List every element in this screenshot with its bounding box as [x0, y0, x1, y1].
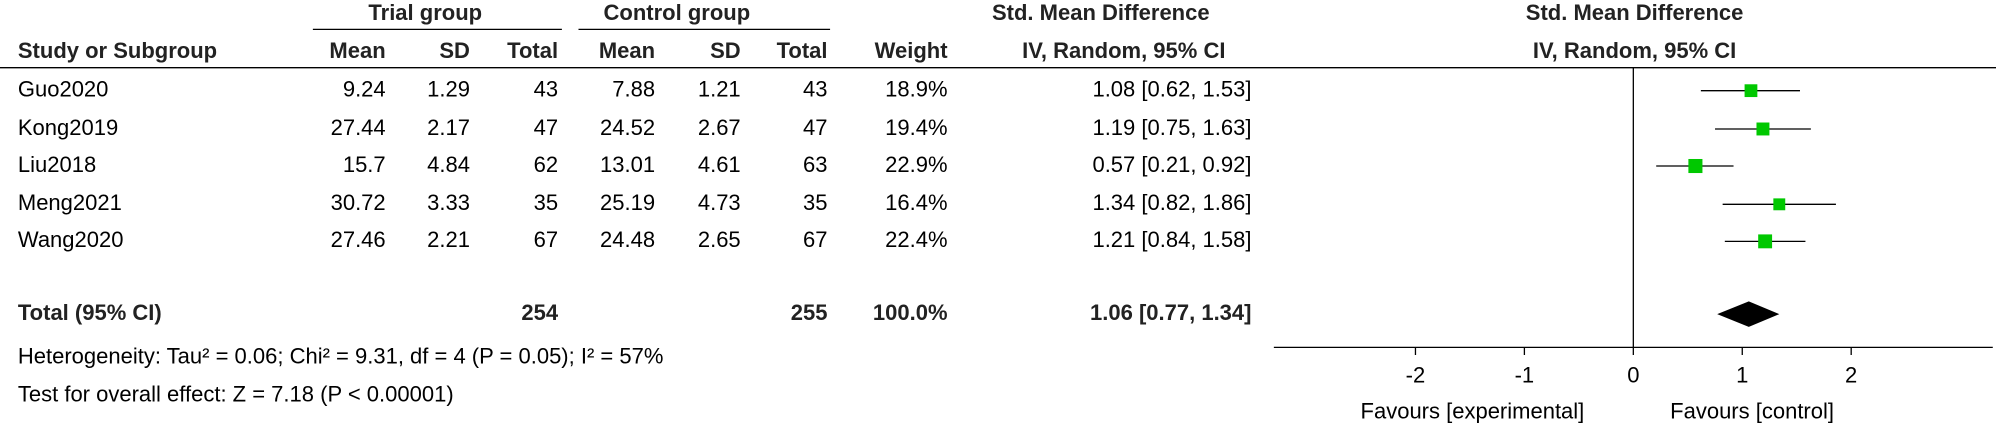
column-header: SD [710, 38, 741, 63]
weight-label: 16.4% [885, 190, 947, 215]
effect-square [1744, 84, 1758, 98]
study-name: Liu2018 [18, 152, 96, 177]
table-cell: 63 [803, 152, 827, 177]
table-cell: 13.01 [600, 152, 655, 177]
study-name: Wang2020 [18, 227, 124, 252]
weight-label: 18.9% [885, 76, 947, 101]
table-cell: 2.65 [698, 227, 741, 252]
column-header: Study or Subgroup [18, 38, 217, 63]
table-cell: 27.46 [331, 227, 386, 252]
table-cell: 62 [534, 152, 558, 177]
table-cell: 24.48 [600, 227, 655, 252]
ci-label: 1.08 [0.62, 1.53] [1092, 76, 1251, 101]
ci-label: 1.19 [0.75, 1.63] [1092, 115, 1251, 140]
x-tick-label: -1 [1515, 363, 1535, 388]
effect-title: Std. Mean Difference [992, 0, 1210, 25]
table-cell: 35 [534, 190, 558, 215]
total-diamond [1717, 301, 1780, 327]
table-cell: 1.29 [427, 76, 470, 101]
table-cell: 24.52 [600, 115, 655, 140]
favours-label: Favours [control] [1670, 398, 1834, 423]
plot-title: Std. Mean Difference [1526, 0, 1744, 25]
table-cell: 35 [803, 190, 827, 215]
table-cell: 67 [534, 227, 558, 252]
x-tick-label: 0 [1627, 363, 1639, 388]
column-header: Weight [875, 38, 949, 63]
study-name: Meng2021 [18, 190, 122, 215]
table-cell: 27.44 [331, 115, 386, 140]
weight-label: 19.4% [885, 115, 947, 140]
table-cell: 30.72 [331, 190, 386, 215]
total-weight: 100.0% [873, 300, 948, 325]
total-cell: 255 [791, 300, 828, 325]
table-cell: 4.73 [698, 190, 741, 215]
table-cell: 2.21 [427, 227, 470, 252]
favours-label: Favours [experimental] [1361, 398, 1585, 423]
column-header: SD [439, 38, 470, 63]
plot-subtitle: IV, Random, 95% CI [1533, 38, 1736, 63]
table-cell: 9.24 [343, 76, 386, 101]
study-name: Kong2019 [18, 115, 118, 140]
table-cell: 7.88 [612, 76, 655, 101]
column-header: Mean [329, 38, 385, 63]
table-cell: 25.19 [600, 190, 655, 215]
table-cell: 2.67 [698, 115, 741, 140]
table-cell: 4.61 [698, 152, 741, 177]
table-cell: 67 [803, 227, 827, 252]
effect-square [1756, 122, 1770, 136]
table-cell: 4.84 [427, 152, 470, 177]
x-tick-label: 2 [1845, 363, 1857, 388]
table-cell: 3.33 [427, 190, 470, 215]
x-tick-label: -2 [1406, 363, 1426, 388]
weight-label: 22.4% [885, 227, 947, 252]
table-cell: 43 [803, 76, 827, 101]
effect-subtitle: IV, Random, 95% CI [1022, 38, 1225, 63]
total-label: Total (95% CI) [18, 300, 162, 325]
table-cell: 2.17 [427, 115, 470, 140]
total-cell: 254 [521, 300, 558, 325]
heterogeneity: Heterogeneity: Tau² = 0.06; Chi² = 9.31,… [18, 343, 664, 368]
effect-square [1773, 198, 1786, 211]
effect-square [1688, 158, 1703, 174]
ci-label: 1.21 [0.84, 1.58] [1092, 227, 1251, 252]
group-label: Control group [604, 0, 751, 25]
column-header: Total [777, 38, 828, 63]
table-cell: 47 [534, 115, 558, 140]
x-tick-label: 1 [1736, 363, 1748, 388]
column-header: Total [507, 38, 558, 63]
table-cell: 47 [803, 115, 827, 140]
column-header: Mean [599, 38, 655, 63]
table-cell: 43 [534, 76, 558, 101]
effect-square [1758, 234, 1773, 249]
table-cell: 15.7 [343, 152, 386, 177]
group-label: Trial group [368, 0, 482, 25]
ci-label: 1.34 [0.82, 1.86] [1092, 190, 1251, 215]
overall-effect: Test for overall effect: Z = 7.18 (P < 0… [18, 382, 454, 407]
ci-label: 0.57 [0.21, 0.92] [1092, 152, 1251, 177]
table-cell: 1.21 [698, 76, 741, 101]
weight-label: 22.9% [885, 152, 947, 177]
total-ci-label: 1.06 [0.77, 1.34] [1090, 300, 1251, 325]
study-name: Guo2020 [18, 76, 109, 101]
